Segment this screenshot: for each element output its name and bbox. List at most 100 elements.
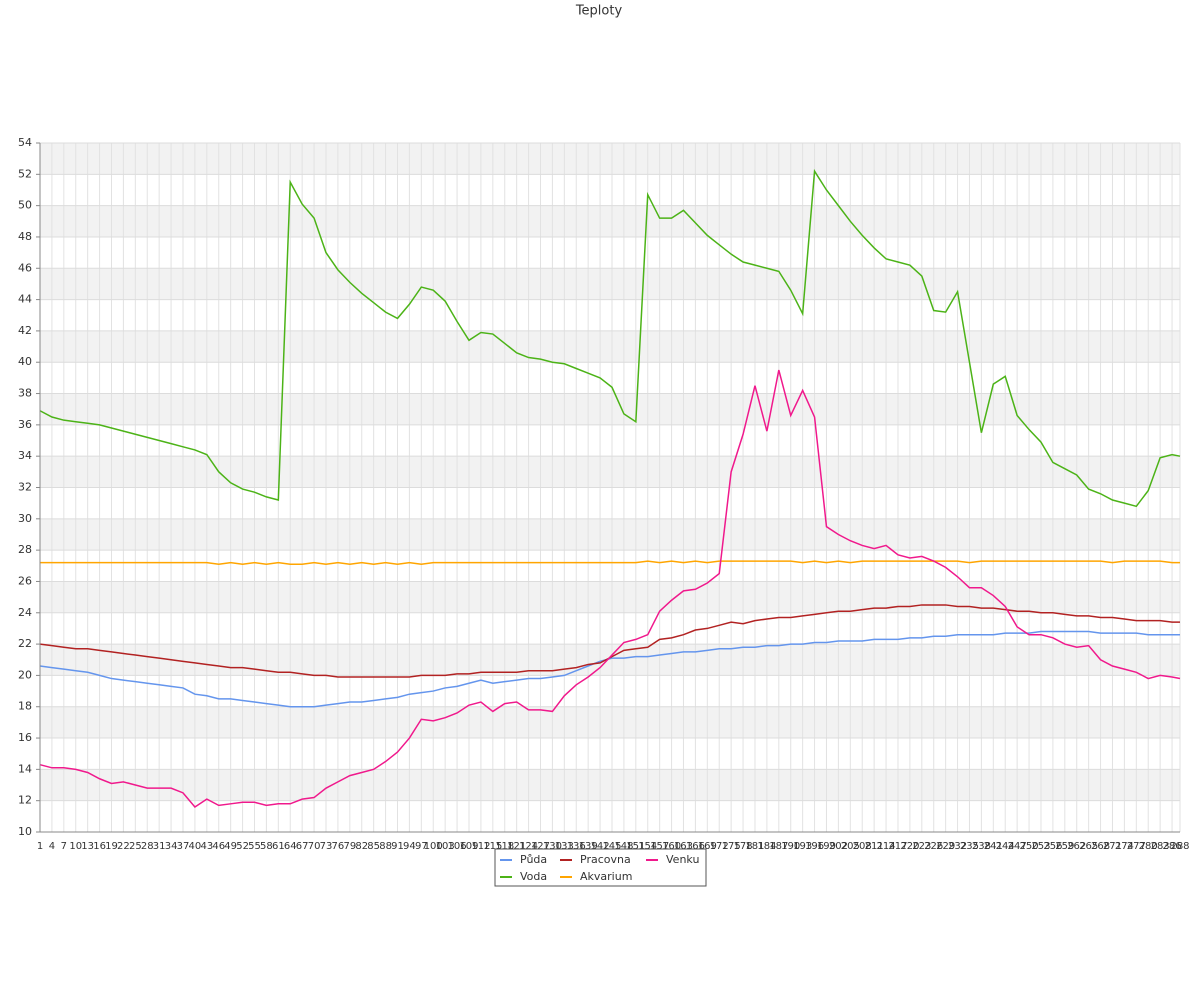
x-tick-label: 280: [1139, 841, 1158, 852]
grid-band: [40, 205, 1180, 237]
x-tick-label: 124: [519, 841, 538, 852]
x-tick-label: 154: [638, 841, 657, 852]
x-tick-label: 241: [984, 841, 1003, 852]
x-tick-label: 25: [129, 841, 142, 852]
x-tick-label: 268: [1091, 841, 1110, 852]
x-tick-label: 64: [284, 841, 297, 852]
x-tick-label: 151: [626, 841, 645, 852]
y-tick-label: 36: [18, 418, 32, 431]
x-tick-label: 28: [141, 841, 154, 852]
x-tick-label: 220: [900, 841, 919, 852]
x-tick-label: 226: [924, 841, 943, 852]
y-tick-label: 40: [18, 355, 32, 368]
series-line: [39, 630, 1180, 708]
x-tick-label: 88: [379, 841, 392, 852]
x-tick-label: 16: [93, 841, 106, 852]
x-tick-label: 97: [415, 841, 428, 852]
x-tick-label: 166: [686, 841, 705, 852]
x-tick-label: 187: [769, 841, 788, 852]
legend-label: Půda: [520, 853, 547, 866]
y-tick-label: 52: [18, 167, 32, 180]
x-tick-label: 115: [483, 841, 502, 852]
x-tick-label: 43: [200, 841, 213, 852]
x-tick-label: 157: [650, 841, 669, 852]
grid-band: [40, 644, 1180, 676]
x-tick-label: 1: [37, 841, 43, 852]
x-tick-label: 262: [1067, 841, 1086, 852]
y-tick-label: 38: [18, 387, 32, 400]
x-tick-label: 172: [710, 841, 729, 852]
x-tick-label: 118: [495, 841, 514, 852]
x-tick-label: 37: [177, 841, 190, 852]
x-tick-label: 277: [1127, 841, 1146, 852]
x-tick-label: 229: [936, 841, 955, 852]
x-tick-label: 181: [745, 841, 764, 852]
x-tick-label: 127: [531, 841, 550, 852]
chart-title: Teploty: [575, 4, 623, 19]
x-tick-label: 235: [960, 841, 979, 852]
x-tick-label: 283: [1151, 841, 1170, 852]
x-tick-label: 193: [793, 841, 812, 852]
series-line: [39, 604, 1180, 678]
y-tick-label: 12: [18, 794, 32, 807]
legend-label: Akvarium: [580, 870, 632, 883]
x-tick-label: 271: [1103, 841, 1122, 852]
x-tick-label: 163: [674, 841, 693, 852]
x-tick-label: 46: [212, 841, 225, 852]
x-tick-label: 139: [579, 841, 598, 852]
x-tick-label: 58: [260, 841, 273, 852]
grid-band: [40, 769, 1180, 801]
x-tick-label: 274: [1115, 841, 1134, 852]
x-tick-label: 238: [972, 841, 991, 852]
grid-band: [40, 393, 1180, 425]
x-tick-label: 130: [543, 841, 562, 852]
x-tick-label: 103: [436, 841, 455, 852]
y-tick-label: 50: [18, 199, 32, 212]
y-tick-label: 34: [18, 449, 32, 462]
y-tick-label: 16: [18, 731, 32, 744]
x-tick-label: 184: [757, 841, 776, 852]
grid-band: [40, 581, 1180, 613]
x-tick-label: 79: [343, 841, 356, 852]
y-tick-label: 10: [18, 825, 32, 838]
x-tick-label: 244: [996, 841, 1015, 852]
y-tick-label: 54: [18, 136, 32, 149]
grid-band: [40, 518, 1180, 551]
y-tick-label: 30: [18, 512, 32, 525]
x-tick-label: 67: [296, 841, 309, 852]
x-tick-label: 256: [1043, 841, 1062, 852]
x-tick-label: 70: [308, 841, 321, 852]
x-tick-label: 76: [332, 841, 345, 852]
x-tick-label: 4: [49, 841, 55, 852]
legend-box: [494, 848, 707, 887]
x-tick-label: 247: [1008, 841, 1027, 852]
y-tick-label: 44: [18, 293, 32, 306]
x-tick-label: 259: [1055, 841, 1074, 852]
x-tick-label: 85: [367, 841, 380, 852]
x-tick-label: 82: [355, 841, 368, 852]
x-tick-label: 142: [591, 841, 610, 852]
x-tick-label: 202: [829, 841, 848, 852]
series-line: [39, 369, 1181, 808]
x-tick-label: 178: [734, 841, 753, 852]
x-tick-label: 199: [817, 841, 836, 852]
y-tick-label: 24: [18, 606, 32, 619]
x-tick-label: 288: [1170, 841, 1189, 852]
x-tick-label: 73: [320, 841, 333, 852]
y-tick-label: 26: [18, 574, 32, 587]
x-tick-label: 136: [567, 841, 586, 852]
x-tick-label: 232: [948, 841, 967, 852]
x-tick-label: 121: [507, 841, 526, 852]
x-tick-label: 31: [153, 841, 166, 852]
x-tick-label: 49: [224, 841, 237, 852]
x-tick-label: 265: [1079, 841, 1098, 852]
x-tick-label: 94: [403, 841, 416, 852]
y-tick-label: 18: [18, 700, 32, 713]
x-tick-label: 208: [853, 841, 872, 852]
x-tick-label: 34: [165, 841, 178, 852]
y-tick-label: 22: [18, 637, 32, 650]
y-tick-label: 46: [18, 261, 32, 274]
x-tick-label: 160: [662, 841, 681, 852]
y-tick-label: 20: [18, 668, 32, 681]
